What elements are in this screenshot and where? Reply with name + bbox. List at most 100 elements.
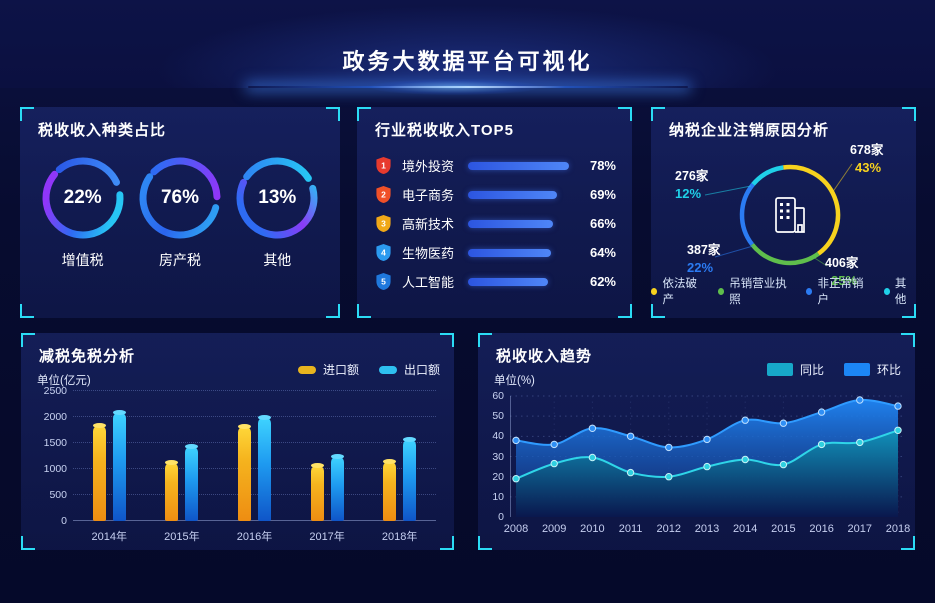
legend-item[interactable]: 进口额 [297, 361, 359, 378]
legend-item[interactable]: 吊销营业执照 [717, 275, 793, 307]
x-axis-tick: 2016年 [236, 531, 273, 543]
corner-bracket [21, 536, 35, 550]
bar-出口额 [257, 415, 271, 521]
bar-出口额 [403, 436, 417, 521]
callout-line [714, 245, 754, 258]
bar-group [165, 443, 199, 521]
legend-item[interactable]: 其他 [883, 275, 916, 307]
svg-text:3: 3 [381, 219, 386, 229]
legend-label: 依法破产 [662, 278, 697, 306]
bar-cap [112, 409, 126, 415]
x-axis-tick: 2009 [541, 523, 567, 535]
gauge-ring-row: 22% 增值税 76% 房产税 13% [20, 155, 340, 270]
ring-category-label: 增值税 [61, 252, 104, 268]
corner-bracket [478, 333, 492, 347]
legend-label: 非正常销户 [817, 278, 864, 306]
top5-row: 1 境外投资 78% [375, 151, 616, 180]
callout-line [812, 256, 828, 267]
ring-arc [236, 178, 318, 239]
y-axis-tick: 1500 [43, 437, 67, 449]
legend-item[interactable]: 依法破产 [651, 275, 705, 307]
x-axis-tick: 2012 [656, 523, 682, 535]
header: 政务大数据平台可视化 [0, 0, 935, 88]
gauge-ring-svg [236, 157, 318, 239]
data-point-dot [856, 396, 864, 404]
legend-swatch [843, 363, 870, 376]
gridline [73, 468, 436, 469]
bar-fill [468, 219, 554, 228]
y-axis-tick: 500 [49, 489, 67, 501]
x-axis-tick: 2011 [618, 523, 643, 535]
bar-fill [468, 161, 569, 170]
donut-callout-label: 406家 25% [825, 254, 858, 291]
donut-callout-label: 678家 43% [850, 141, 883, 178]
industry-label: 境外投资 [402, 159, 455, 174]
trend-chart-legend: 同比 环比 [766, 361, 901, 378]
donut-legend: 依法破产 吊销营业执照 非正常销户 其他 [651, 275, 916, 307]
legend-item[interactable]: 出口额 [378, 361, 440, 378]
data-point-dot [703, 435, 711, 444]
data-point-dot [588, 453, 597, 462]
panel-tax-reduction: 减税免税分析 进口额 出口额 单位(亿元) 0 500 1000 1500 2000 250… [21, 333, 454, 550]
y-axis-tick: 10 [492, 490, 504, 503]
data-point-dot [626, 432, 635, 440]
donut-segment [783, 164, 841, 256]
bar-group [237, 415, 271, 521]
ring-arc [139, 173, 220, 239]
legend-item[interactable]: 非正常销户 [806, 275, 871, 307]
svg-text:4: 4 [381, 248, 386, 258]
ring-arc [150, 157, 221, 201]
corner-bracket [901, 536, 915, 550]
corner-bracket [440, 333, 454, 347]
x-axis-tick: 2010 [580, 523, 605, 535]
industry-label: 生物医药 [402, 246, 455, 261]
ring-percent-value: 13% [258, 187, 297, 208]
corner-bracket [20, 304, 34, 318]
legend-label: 吊销营业执照 [729, 278, 787, 306]
gauge-ring: 76% 房产税 [137, 155, 223, 270]
bar-cap [330, 454, 344, 459]
legend-item[interactable]: 环比 [843, 361, 901, 378]
bar-cap [237, 424, 251, 430]
x-axis-tick: 2015年 [164, 531, 200, 543]
top5-list: 1 境外投资 78% 2 电子商务 69% 3 高新技术 66% 4 生物医药 … [375, 151, 616, 296]
segment-count: 678家 [850, 143, 884, 157]
panel-title: 减税免税分析 [39, 348, 136, 365]
rank-badge-icon: 4 [376, 244, 391, 261]
svg-text:2: 2 [381, 190, 386, 200]
segment-percent: 25% [831, 273, 858, 289]
gridline [73, 390, 436, 391]
legend-item[interactable]: 同比 [766, 361, 824, 378]
panel-title: 纳税企业注销原因分析 [669, 122, 830, 139]
industry-label: 高新技术 [402, 217, 455, 232]
top5-row: 2 电子商务 69% [375, 180, 616, 209]
gauge-ring-dial: 22% [40, 155, 126, 241]
ring-arc [55, 157, 120, 186]
corner-bracket [901, 333, 915, 347]
corner-bracket [326, 304, 340, 318]
gauge-ring-svg [42, 157, 124, 239]
rank-badge-icon: 2 [376, 186, 391, 203]
bar-cap [310, 462, 324, 468]
top5-row: 5 人工智能 62% [375, 267, 616, 296]
segment-percent: 43% [855, 160, 882, 176]
ring-arc [42, 170, 124, 239]
bar-groups [73, 391, 436, 521]
data-point-dot [550, 459, 558, 468]
y-axis-tick: 1000 [43, 463, 67, 475]
industry-label: 人工智能 [402, 275, 455, 290]
svg-text:1: 1 [381, 161, 386, 171]
corner-bracket [651, 107, 665, 121]
industry-percent: 64% [589, 245, 616, 260]
bar-track [468, 277, 572, 286]
donut-callout-label: 387家 22% [687, 241, 720, 278]
segment-count: 387家 [687, 243, 721, 257]
rank-badge-icon: 3 [376, 215, 391, 232]
gauge-ring-dial: 76% [137, 155, 223, 241]
x-axis-tick: 2014年 [91, 531, 128, 543]
panel-revenue-trend: 税收收入趋势 同比 环比 单位(%) 60 50 40 30 20 10 0 2008 2009… [478, 333, 915, 550]
industry-percent: 62% [589, 274, 616, 289]
svg-text:5: 5 [381, 277, 386, 287]
corner-bracket [357, 304, 371, 318]
corner-bracket [618, 107, 632, 121]
